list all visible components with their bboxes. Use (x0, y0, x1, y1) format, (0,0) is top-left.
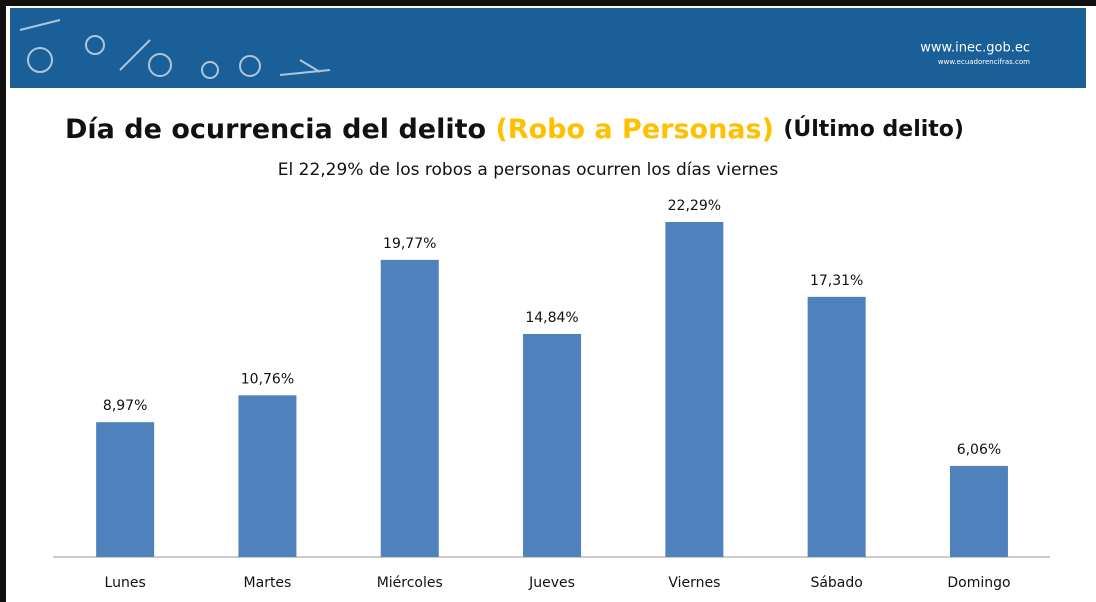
bar (96, 422, 155, 557)
bar (523, 333, 582, 557)
header-sub-url: www.ecuadorencifras.com (938, 58, 1030, 66)
header-decoration (19, 19, 331, 79)
bar (238, 395, 297, 557)
value-label: 17,31% (810, 273, 863, 289)
title-highlight: (Robo a Personas) (495, 114, 773, 145)
header-url: www.inec.gob.ec (920, 41, 1030, 56)
x-tick-label: Jueves (528, 575, 575, 591)
x-tick-label: Lunes (105, 575, 146, 591)
value-label: 10,76% (241, 371, 294, 387)
x-tick-label: Sábado (810, 575, 862, 591)
x-tick-label: Martes (244, 575, 292, 591)
x-tick-label: Miércoles (377, 575, 443, 591)
x-tick-label: Domingo (947, 575, 1010, 591)
title-suffix: (Último delito) (783, 116, 964, 142)
title-main: Día de ocurrencia del delito (65, 114, 486, 145)
top-border (0, 0, 1096, 6)
value-label: 22,29% (668, 198, 721, 214)
value-label: 14,84% (525, 310, 578, 326)
header-band (10, 8, 1086, 88)
value-label: 19,77% (383, 236, 436, 252)
value-label: 6,06% (957, 442, 1001, 458)
x-tick-label: Viernes (668, 575, 720, 591)
value-label: 8,97% (103, 398, 147, 414)
bar (949, 465, 1008, 557)
bar (380, 259, 439, 557)
chart-subtitle: El 22,29% de los robos a personas ocurre… (278, 160, 779, 180)
left-border (0, 0, 6, 602)
bar (665, 222, 724, 557)
bar (807, 296, 866, 557)
chart-title: Día de ocurrencia del delito (Robo a Per… (65, 114, 964, 145)
